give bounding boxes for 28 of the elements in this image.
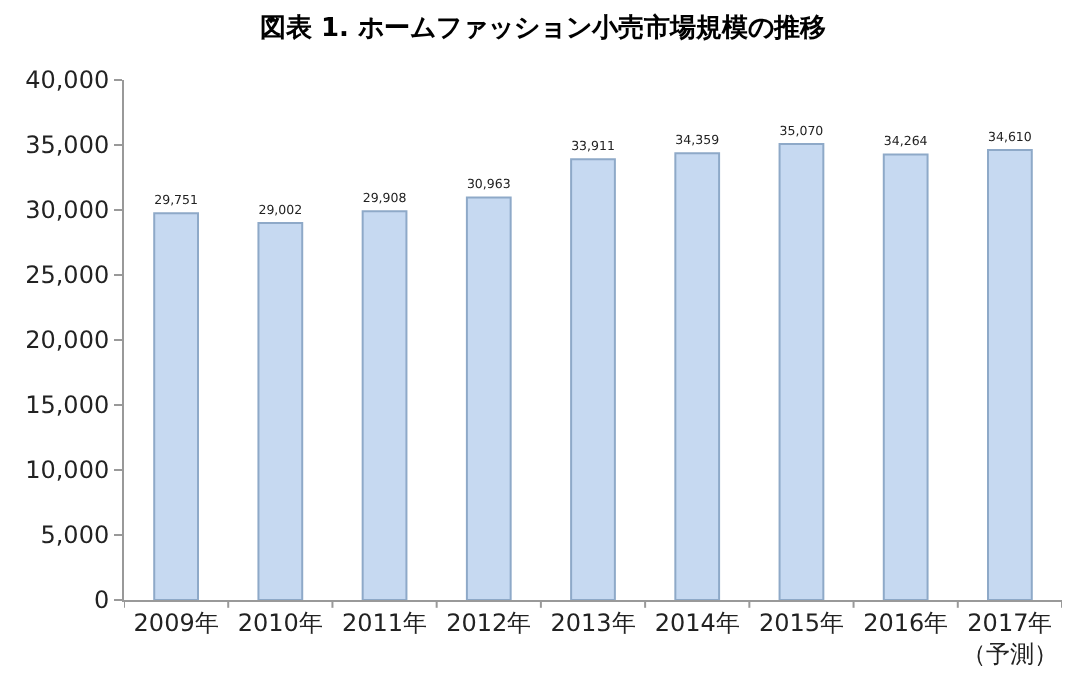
bar [257,221,304,600]
x-tick-label: 2014年 [654,608,740,637]
x-tick-label: 2016年 [863,608,949,637]
x-tick-label: 2009年 [133,608,219,637]
bar [882,153,929,600]
x-tick-label: 2011年 [342,608,428,637]
bar [674,152,721,600]
y-tick-label: 25,000 [25,261,110,290]
y-tick-label: 0 [93,586,110,615]
y-tick-label: 15,000 [25,391,110,420]
y-tick-label: 40,000 [25,66,110,95]
bar [361,210,408,600]
bar [465,196,512,600]
y-tick-label: 30,000 [25,196,110,225]
chart-title: 図表 1. ホームファッション小売市場規模の推移 [259,11,827,44]
x-tick-label: 2010年 [237,608,323,637]
bar [778,143,825,600]
bar [153,212,199,600]
x-tick-label: 2015年 [758,608,844,637]
x-tick-label: 2013年 [550,608,636,637]
y-tick-label: 35,000 [25,131,110,160]
y-tick-label: 20,000 [25,326,110,355]
y-tick-label: 10,000 [25,456,110,485]
bar [987,149,1033,600]
x-tick-label: 2017年（予測） [961,608,1058,668]
bar [570,158,616,600]
y-tick-label: 5,000 [40,521,110,550]
x-tick-label: 2012年 [446,608,532,637]
